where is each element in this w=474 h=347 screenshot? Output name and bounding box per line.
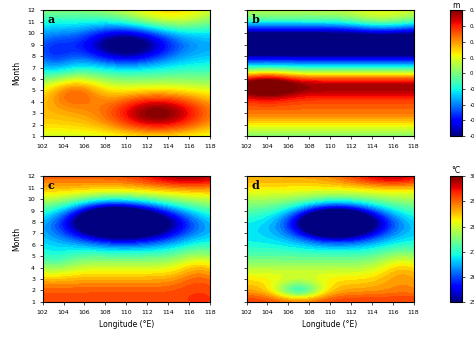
- Title: m: m: [453, 1, 460, 10]
- Y-axis label: Month: Month: [13, 61, 22, 85]
- Y-axis label: Month: Month: [13, 227, 22, 251]
- X-axis label: Longitude (°E): Longitude (°E): [302, 320, 358, 329]
- Title: °C: °C: [452, 167, 461, 176]
- Text: d: d: [252, 180, 259, 191]
- X-axis label: Longitude (°E): Longitude (°E): [99, 320, 154, 329]
- Text: b: b: [252, 14, 259, 25]
- Text: a: a: [48, 14, 55, 25]
- Text: c: c: [48, 180, 55, 191]
